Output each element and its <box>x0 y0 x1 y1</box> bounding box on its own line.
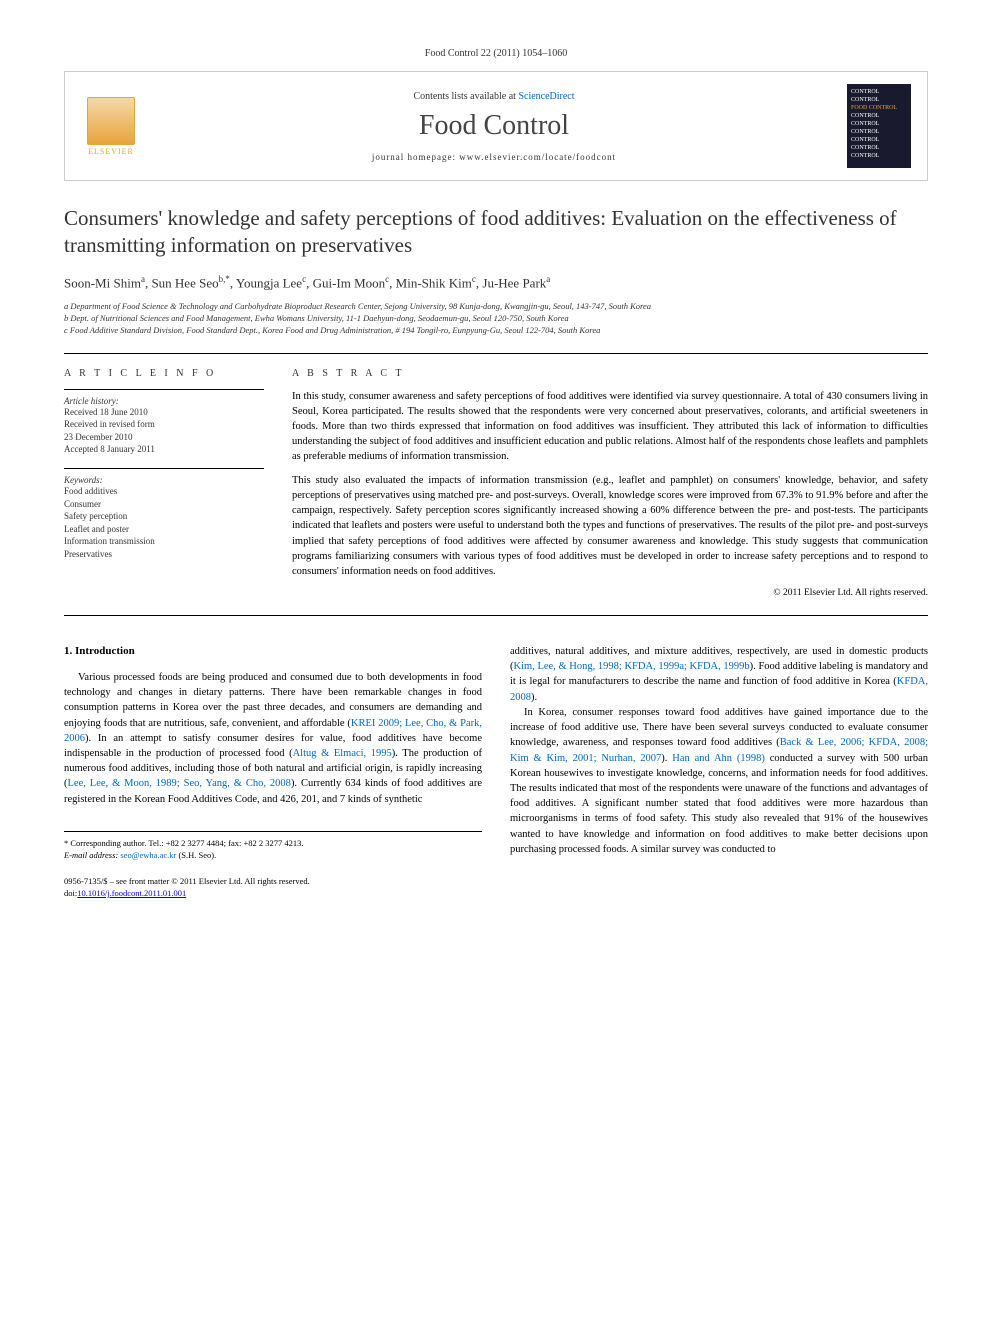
abstract-paragraph: In this study, consumer awareness and sa… <box>292 389 928 465</box>
cover-line: CONTROL <box>851 144 907 152</box>
body-column-right: additives, natural additives, and mixtur… <box>510 644 928 899</box>
abstract-paragraph: This study also evaluated the impacts of… <box>292 473 928 580</box>
citation-link[interactable]: Kim, Lee, & Hong, 1998; KFDA, 1999a; KFD… <box>514 661 750 672</box>
keyword: Food additives <box>64 485 264 498</box>
article-info-heading: A R T I C L E I N F O <box>64 368 264 379</box>
abstract-heading: A B S T R A C T <box>292 368 928 379</box>
affiliations: a Department of Food Science & Technolog… <box>64 301 928 337</box>
cover-line: CONTROL <box>851 152 907 160</box>
front-matter-line: 0956-7135/$ – see front matter © 2011 El… <box>64 876 482 888</box>
body-paragraph: additives, natural additives, and mixtur… <box>510 644 928 705</box>
keyword: Preservatives <box>64 548 264 561</box>
history-line: Received in revised form <box>64 418 264 431</box>
contents-prefix: Contents lists available at <box>413 91 518 102</box>
cover-line: CONTROL <box>851 88 907 96</box>
article-info-sidebar: A R T I C L E I N F O Article history: R… <box>64 368 264 601</box>
history-line: Accepted 8 January 2011 <box>64 443 264 456</box>
journal-name: Food Control <box>141 110 847 142</box>
abstract-column: A B S T R A C T In this study, consumer … <box>292 368 928 601</box>
keyword: Consumer <box>64 498 264 511</box>
cover-line: CONTROL <box>851 128 907 136</box>
body-text-run: ). <box>531 692 537 703</box>
corresponding-author-footnote: * Corresponding author. Tel.: +82 2 3277… <box>64 831 482 862</box>
citation-link[interactable]: Han and Ahn (1998) <box>672 753 765 764</box>
authors-line: Soon-Mi Shima, Sun Hee Seob,*, Youngja L… <box>64 274 928 291</box>
elsevier-tree-icon <box>87 97 135 145</box>
paper-title: Consumers' knowledge and safety percepti… <box>64 205 928 260</box>
keyword: Leaflet and poster <box>64 523 264 536</box>
cover-line: CONTROL <box>851 120 907 128</box>
keywords-label: Keywords: <box>64 475 264 485</box>
corresponding-line: * Corresponding author. Tel.: +82 2 3277… <box>64 838 482 850</box>
publisher-name: ELSEVIER <box>88 147 134 156</box>
doi-link[interactable]: 10.1016/j.foodcont.2011.01.001 <box>77 888 186 898</box>
citation-link[interactable]: Altug & Elmaci, 1995 <box>293 748 392 759</box>
body-text: 1. Introduction Various processed foods … <box>64 644 928 899</box>
cover-line: CONTROL <box>851 112 907 120</box>
divider <box>64 615 928 616</box>
body-text-run: ). <box>661 753 672 764</box>
section-heading: 1. Introduction <box>64 644 482 660</box>
history-line: 23 December 2010 <box>64 431 264 444</box>
divider <box>64 353 928 354</box>
homepage-line: journal homepage: www.elsevier.com/locat… <box>141 152 847 162</box>
keyword: Information transmission <box>64 535 264 548</box>
journal-header: ELSEVIER Contents lists available at Sci… <box>64 71 928 181</box>
bottom-meta: 0956-7135/$ – see front matter © 2011 El… <box>64 876 482 900</box>
abstract-copyright: © 2011 Elsevier Ltd. All rights reserved… <box>292 587 928 601</box>
body-column-left: 1. Introduction Various processed foods … <box>64 644 482 899</box>
affiliation: a Department of Food Science & Technolog… <box>64 301 928 313</box>
affiliation: b Dept. of Nutritional Sciences and Food… <box>64 313 928 325</box>
homepage-prefix: journal homepage: <box>372 152 459 162</box>
citation-line: Food Control 22 (2011) 1054–1060 <box>64 48 928 59</box>
cover-line: CONTROL <box>851 136 907 144</box>
homepage-url: www.elsevier.com/locate/foodcont <box>459 152 616 162</box>
email-link[interactable]: seo@ewha.ac.kr <box>120 850 176 860</box>
history-label: Article history: <box>64 396 264 406</box>
body-text-run: conducted a survey with 500 urban Korean… <box>510 753 928 855</box>
elsevier-logo: ELSEVIER <box>81 91 141 161</box>
body-paragraph: In Korea, consumer responses toward food… <box>510 705 928 857</box>
keyword: Safety perception <box>64 510 264 523</box>
doi-prefix: doi: <box>64 888 77 898</box>
body-paragraph: Various processed foods are being produc… <box>64 670 482 807</box>
email-label: E-mail address: <box>64 850 120 860</box>
history-line: Received 18 June 2010 <box>64 406 264 419</box>
citation-link[interactable]: Lee, Lee, & Moon, 1989; Seo, Yang, & Cho… <box>68 778 291 789</box>
cover-line: CONTROL <box>851 96 907 104</box>
affiliation: c Food Additive Standard Division, Food … <box>64 325 928 337</box>
contents-line: Contents lists available at ScienceDirec… <box>141 91 847 102</box>
journal-cover-thumbnail: CONTROL CONTROL FOOD CONTROL CONTROL CON… <box>847 84 911 168</box>
cover-line: FOOD CONTROL <box>851 104 907 112</box>
sciencedirect-link[interactable]: ScienceDirect <box>518 91 574 102</box>
email-suffix: (S.H. Seo). <box>176 850 216 860</box>
